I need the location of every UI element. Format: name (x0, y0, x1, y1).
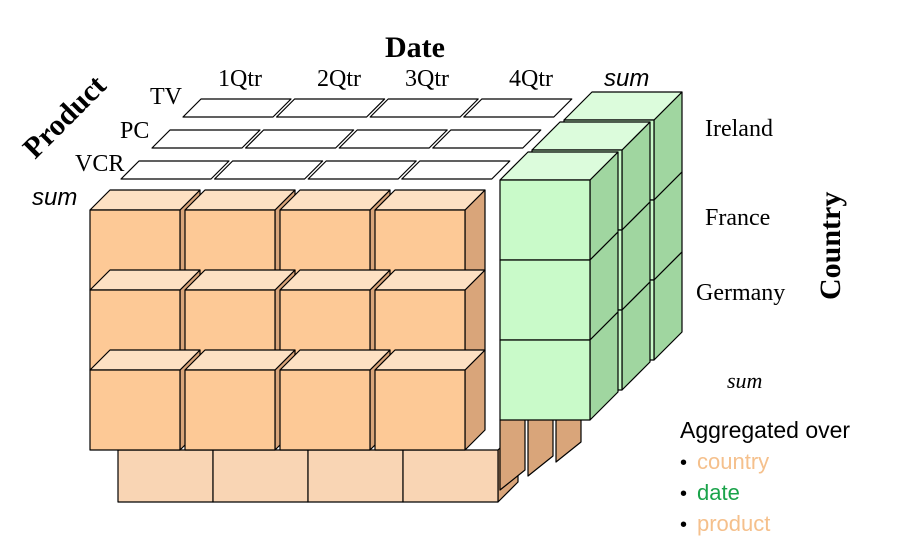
axis-title-country: Country (814, 192, 847, 300)
green-cell-l0-r2-front (499, 339, 591, 421)
bottom-sum-cell-0-front (117, 449, 214, 503)
top-cell-l1-c3 (401, 160, 511, 180)
legend-bullet-1: • (680, 483, 687, 505)
green-cell-l0-r1-front (499, 259, 591, 341)
date-label-3: 4Qtr (509, 66, 553, 92)
top-cell-l3-c1 (276, 98, 386, 118)
bottom-sum-cell-1-front (212, 449, 309, 503)
front-cell-r0-c0-top (89, 189, 201, 211)
front-cell-r2-c3-front (374, 369, 466, 451)
product-label-0: TV (150, 84, 183, 110)
country-label-0: Ireland (705, 116, 773, 142)
front-cell-r2-c3-top (374, 349, 486, 371)
legend-title: Aggregated over (680, 417, 850, 443)
bottom-sum-cell-3-front (402, 449, 499, 503)
cube-body (89, 98, 573, 451)
top-cell-l3-c0 (182, 98, 292, 118)
country-label-1: France (705, 205, 770, 231)
product-label-3: sum (32, 184, 77, 211)
front-cell-r2-c1-top (184, 349, 296, 371)
top-cell-l2-c1 (245, 129, 355, 149)
front-cell-r2-c0-top (89, 349, 201, 371)
top-cell-l3-c2 (369, 98, 479, 118)
date-label-0: 1Qtr (218, 66, 262, 92)
front-cell-r2-c1-front (184, 369, 276, 451)
bottom-sum-cell-2-front (307, 449, 404, 503)
front-cell-r0-c1-top (184, 189, 296, 211)
legend-bullet-0: • (680, 452, 687, 474)
front-cell-r1-c0-top (89, 269, 201, 291)
green-cell-l0-r0-front (499, 179, 591, 261)
top-cell-l3-c3 (463, 98, 573, 118)
legend-item-date: date (697, 480, 740, 505)
front-cell-r2-c1 (184, 349, 296, 451)
front-cell-r1-c2-top (279, 269, 391, 291)
date-label-1: 2Qtr (317, 66, 361, 92)
date-label-2: 3Qtr (405, 66, 449, 92)
top-cell-l1-c0 (120, 160, 230, 180)
front-cell-r2-c2-top (279, 349, 391, 371)
front-cell-r2-c3 (374, 349, 486, 451)
country-label-3: sum (727, 368, 762, 393)
front-cell-r2-c2 (279, 349, 391, 451)
product-label-2: VCR (75, 151, 124, 177)
green-cell-l0-r0 (499, 151, 619, 261)
product-label-1: PC (120, 118, 149, 144)
date-sum-green-layer (499, 91, 683, 421)
axis-title-date: Date (385, 31, 445, 64)
legend-bullet-2: • (680, 514, 687, 536)
date-label-4: sum (604, 65, 649, 92)
front-cell-r1-c1-top (184, 269, 296, 291)
top-cell-l1-c2 (307, 160, 417, 180)
legend-item-product: product (697, 511, 770, 536)
top-cell-l2-c0 (151, 129, 261, 149)
top-cell-l2-c3 (432, 129, 542, 149)
front-cell-r2-c0 (89, 349, 201, 451)
top-cell-l2-c2 (338, 129, 448, 149)
front-cell-r2-c2-front (279, 369, 371, 451)
legend-item-country: country (697, 449, 769, 474)
front-cell-r2-c0-front (89, 369, 181, 451)
front-cell-r1-c3-top (374, 269, 486, 291)
front-cell-r0-c2-top (279, 189, 391, 211)
green-cell-l0-r2 (499, 311, 619, 421)
front-cell-r0-c3-top (374, 189, 486, 211)
country-label-2: Germany (696, 280, 785, 306)
top-cell-l1-c1 (214, 160, 324, 180)
